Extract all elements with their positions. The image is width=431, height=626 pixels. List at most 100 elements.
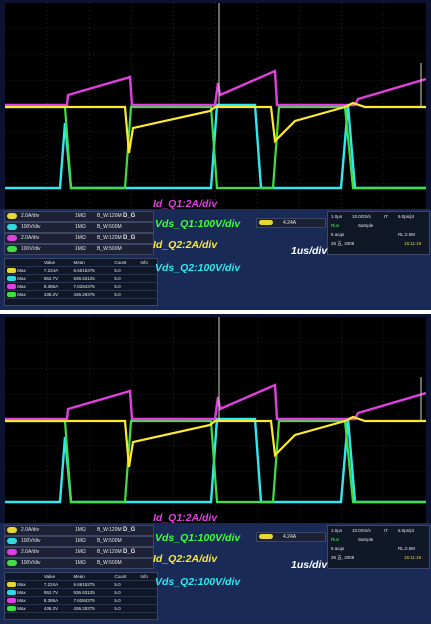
id-q2-label: Id_Q2:2A/div xyxy=(153,553,218,565)
measurement-table: Value Mean Count Info Max 7.224A 6.66153… xyxy=(4,258,158,306)
measurement-header: Info xyxy=(138,259,157,267)
channel-3-readout[interactable]: 2.0A/div 1MΩ B_W:120M D_G xyxy=(4,547,154,558)
measurement-row: Max 552.7V 536.63125 5.0 xyxy=(5,274,157,283)
measurement-header: Info xyxy=(138,573,157,581)
measurement-header: Value xyxy=(41,573,72,581)
measurement-header: Mean xyxy=(71,573,113,581)
measurement-header: Mean xyxy=(71,259,113,267)
measurement-row: Max 7.224A 6.6615375 5.0 xyxy=(5,580,157,589)
horizontal-readout[interactable]: 1.0μs 10.0GS/s IT 5.0ps/pt Run Sample 5 … xyxy=(327,525,430,569)
trigger-channel-icon xyxy=(259,220,273,225)
channel-3-badge xyxy=(7,235,17,241)
run-status: Run xyxy=(331,537,340,542)
channel-4-impedance: 1MΩ xyxy=(75,246,86,252)
measurement-row: Max 436.2V 436.29375 5.0 xyxy=(5,290,157,299)
waveform-graticule xyxy=(5,317,426,523)
measurement-mean: 6.6615375 xyxy=(71,580,113,589)
readout-panel: 2.0A/div 1MΩ B_W:120M D_G 100V/div 1MΩ B… xyxy=(0,523,431,624)
id-q2-trace xyxy=(5,415,426,468)
capture-time: 15:11:19 xyxy=(404,555,422,560)
channel-1-readout[interactable]: 2.0A/div 1MΩ B_W:120M D_G xyxy=(4,211,154,222)
measurement-name-cell: Max xyxy=(5,596,42,605)
capture-date: 26 五, 2009 xyxy=(331,555,355,560)
measurement-mean: 7.6284375 xyxy=(71,596,113,605)
measurement-value: 552.7V xyxy=(41,588,72,597)
channel-4-bandwidth: B_W:500M xyxy=(97,560,122,566)
measurement-info xyxy=(138,282,157,291)
acquisition-count: 5 acqs xyxy=(331,232,345,237)
measurement-mean: 6.6615375 xyxy=(71,266,113,275)
channel-2-readout[interactable]: 100V/div 1MΩ B_W:500M xyxy=(4,222,154,233)
channel-badge xyxy=(7,598,16,604)
time-per-point: 5.0ps/pt xyxy=(398,528,415,533)
channel-4-badge xyxy=(7,246,17,252)
time-scale-label: 1us/div xyxy=(291,245,328,257)
channel-1-impedance: 1MΩ xyxy=(75,213,86,219)
oscilloscope-capture-bottom: 2.0A/div 1MΩ B_W:120M D_G 100V/div 1MΩ B… xyxy=(0,314,431,624)
capture-time: 15:11:19 xyxy=(404,241,422,246)
trigger-readout[interactable]: 4.24A xyxy=(256,532,326,542)
measurement-name-cell: Max xyxy=(5,604,42,613)
measurement-mean: 7.6284375 xyxy=(71,282,113,291)
measurement-header: Count xyxy=(112,573,139,581)
measurement-header-row: Value Mean Count Info xyxy=(5,573,157,581)
measurement-value: 552.7V xyxy=(41,274,72,283)
measurement-name: Max xyxy=(17,283,26,289)
channel-4-impedance: 1MΩ xyxy=(75,560,86,566)
measurement-value: 8.386A xyxy=(41,282,72,291)
channel-2-badge xyxy=(7,224,17,230)
channel-2-readout[interactable]: 100V/div 1MΩ B_W:500M xyxy=(4,536,154,547)
measurement-row: Max 436.2V 436.29375 5.0 xyxy=(5,604,157,613)
channel-4-readout[interactable]: 100V/div 1MΩ B_W:500M xyxy=(4,244,154,255)
measurement-mean: 536.63125 xyxy=(71,274,113,283)
measurement-name: Max xyxy=(17,291,26,297)
channel-3-impedance: 1MΩ xyxy=(75,549,86,555)
channel-2-scale: 100V/div xyxy=(21,538,41,544)
channel-badge xyxy=(7,284,16,290)
measurement-name-cell: Max xyxy=(5,588,42,597)
id-q2-trace xyxy=(5,101,426,154)
capture-date: 26 五, 2009 xyxy=(331,241,355,246)
sample-rate: 10.0GS/s xyxy=(352,528,371,533)
channel-3-readout[interactable]: 2.0A/div 1MΩ B_W:120M D_G xyxy=(4,233,154,244)
vds-q1-trace xyxy=(5,105,426,190)
channel-badge xyxy=(7,590,16,596)
trigger-level: 4.24A xyxy=(283,220,297,226)
channel-3-scale: 2.0A/div xyxy=(21,549,40,555)
measurement-count: 5.0 xyxy=(112,282,139,291)
channel-3-bandwidth: B_W:120M xyxy=(97,549,122,555)
trigger-readout[interactable]: 4.24A xyxy=(256,218,326,228)
channel-4-readout[interactable]: 100V/div 1MΩ B_W:500M xyxy=(4,558,154,569)
measurement-info xyxy=(138,266,157,275)
channel-3-deskew: D_G xyxy=(123,549,136,555)
channel-2-impedance: 1MΩ xyxy=(75,538,86,544)
channel-1-deskew: D_G xyxy=(123,213,136,219)
channel-1-readout[interactable]: 2.0A/div 1MΩ B_W:120M D_G xyxy=(4,525,154,536)
oscilloscope-capture-top: 2.0A/div 1MΩ B_W:120M D_G 100V/div 1MΩ B… xyxy=(0,0,431,310)
measurement-name: Max xyxy=(17,597,26,603)
vds-q1-label: Vds_Q1:100V/div xyxy=(155,532,241,544)
measurement-mean: 436.29375 xyxy=(71,604,113,613)
measurement-value: 7.224A xyxy=(41,266,72,275)
trigger-channel-icon xyxy=(259,534,273,539)
vds-q1-trace xyxy=(5,419,426,504)
id-q2-label: Id_Q2:2A/div xyxy=(153,239,218,251)
measurement-header-row: Value Mean Count Info xyxy=(5,259,157,267)
channel-badge xyxy=(7,268,16,274)
measurement-value: 436.2V xyxy=(41,290,72,299)
channel-badge xyxy=(7,292,16,298)
measurement-row: Max 7.224A 6.6615375 5.0 xyxy=(5,266,157,275)
channel-2-bandwidth: B_W:500M xyxy=(97,224,122,230)
measurement-info xyxy=(138,274,157,283)
measurement-info xyxy=(138,596,157,605)
measurement-table: Value Mean Count Info Max 7.224A 6.66153… xyxy=(4,572,158,620)
measurement-count: 5.0 xyxy=(112,274,139,283)
interpolation-mode: IT xyxy=(384,528,388,533)
channel-2-impedance: 1MΩ xyxy=(75,224,86,230)
channel-4-scale: 100V/div xyxy=(21,246,41,252)
measurement-name: Max xyxy=(17,589,26,595)
time-per-point: 5.0ps/pt xyxy=(398,214,415,219)
channel-2-badge xyxy=(7,538,17,544)
measurement-value: 7.224A xyxy=(41,580,72,589)
horizontal-readout[interactable]: 1.0μs 10.0GS/s IT 5.0ps/pt Run Sample 5 … xyxy=(327,211,430,255)
